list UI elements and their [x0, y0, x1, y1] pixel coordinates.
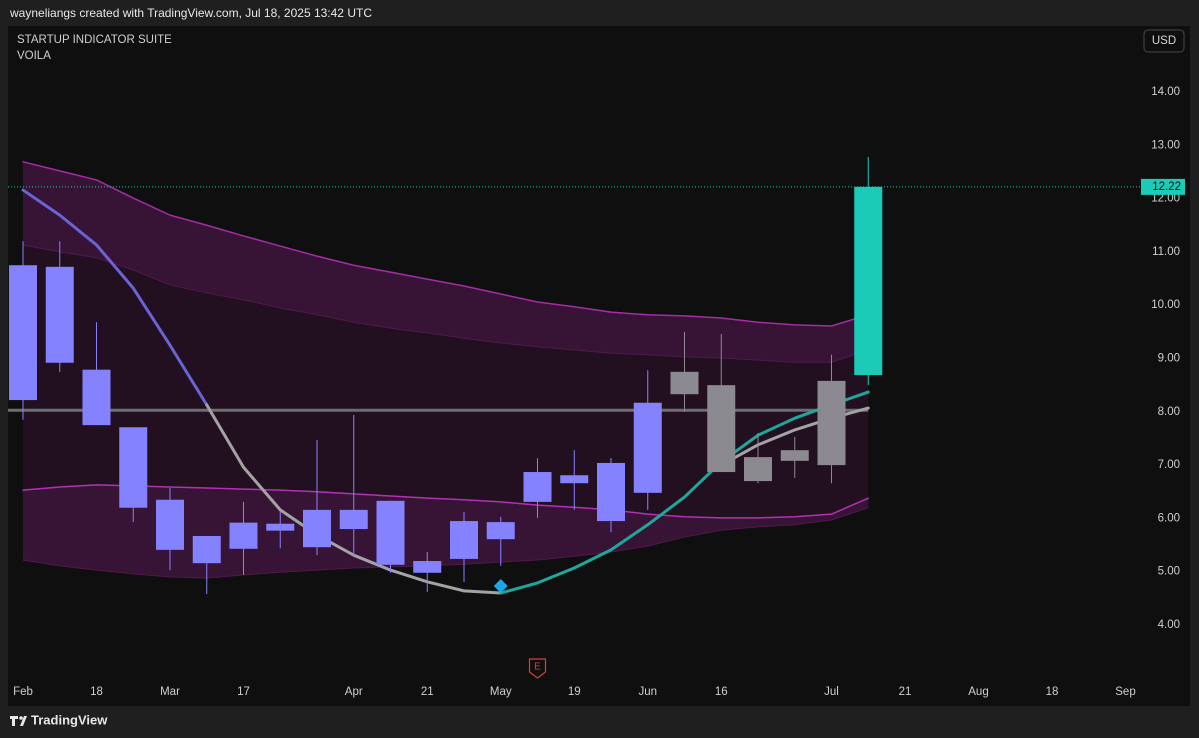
x-tick-label: Jul — [824, 686, 839, 698]
x-tick-label: Sep — [1115, 686, 1135, 698]
candle-body — [450, 521, 478, 559]
candle-body — [670, 371, 699, 395]
y-tick-label: 13.00 — [1151, 139, 1180, 151]
candle-body — [486, 522, 515, 540]
x-tick-label: 18 — [90, 686, 103, 698]
x-tick-label: 21 — [899, 686, 912, 698]
candle-body — [266, 523, 295, 531]
x-tick-label: Apr — [345, 686, 363, 698]
band-fill — [23, 484, 869, 579]
chart-title: STARTUP INDICATOR SUITE — [17, 34, 172, 46]
y-tick-label: 8.00 — [1158, 406, 1180, 418]
x-tick-label: Aug — [968, 686, 988, 698]
y-tick-label: 6.00 — [1158, 512, 1180, 524]
y-tick-label: 11.00 — [1152, 246, 1180, 258]
overlay-line — [22, 484, 869, 519]
candle-body — [9, 265, 37, 401]
y-tick-label: 14.00 — [1151, 86, 1180, 98]
last-price-label: 12.22 — [1152, 181, 1181, 193]
candle-body — [303, 509, 331, 548]
chart-subtitle: VOILA — [17, 50, 51, 62]
overlay-line — [22, 244, 869, 363]
x-tick-label: Jun — [638, 686, 657, 698]
candle-body — [229, 522, 258, 549]
plot-area: E — [8, 157, 1140, 679]
candle-body — [339, 509, 368, 530]
overlay-line — [22, 161, 869, 327]
overlay-line — [499, 390, 870, 595]
footer-logo — [10, 716, 27, 726]
x-tick-label: 16 — [715, 686, 728, 698]
candle-body — [376, 500, 405, 565]
y-tick-label: 10.00 — [1151, 299, 1180, 311]
candle-body — [45, 266, 74, 363]
chart-panel — [8, 26, 1190, 706]
candle-body — [560, 475, 589, 484]
candle-body — [854, 186, 883, 376]
event-label: E — [534, 662, 541, 673]
currency-button[interactable] — [1143, 29, 1185, 53]
candle-body — [744, 457, 772, 482]
candle-body — [156, 499, 184, 550]
candle-body — [523, 472, 552, 502]
candle-body — [192, 535, 221, 564]
y-tick-label: 5.00 — [1158, 566, 1180, 578]
currency-label: USD — [1152, 35, 1176, 47]
candle-body — [82, 369, 111, 426]
last-price-badge — [1141, 178, 1185, 195]
x-tick-label: 17 — [237, 686, 250, 698]
candle-body — [707, 385, 736, 473]
x-tick-label: May — [490, 686, 512, 698]
overlay-line — [22, 507, 869, 579]
x-tick-label: Feb — [13, 686, 33, 698]
x-tick-label: Mar — [160, 686, 180, 698]
candle-body — [413, 561, 442, 573]
footer-text: TradingView — [31, 712, 108, 727]
signal-marker — [493, 579, 508, 594]
y-tick-label: 12.00 — [1151, 193, 1180, 205]
candle-body — [119, 427, 148, 508]
y-tick-label: 9.00 — [1158, 353, 1180, 365]
event-marker — [528, 658, 547, 679]
candle-body — [633, 402, 662, 493]
candle-body — [817, 380, 846, 466]
y-tick-label: 7.00 — [1158, 459, 1180, 471]
band-fill — [23, 161, 869, 363]
candle-body — [597, 462, 625, 522]
x-tick-label: 21 — [421, 686, 434, 698]
candle-body — [780, 450, 809, 461]
overlay-line — [21, 188, 209, 407]
header-text: wayneliangs created with TradingView.com… — [9, 6, 372, 20]
x-tick-label: 19 — [568, 686, 581, 698]
y-tick-label: 4.00 — [1158, 619, 1180, 631]
x-tick-label: 18 — [1046, 686, 1059, 698]
